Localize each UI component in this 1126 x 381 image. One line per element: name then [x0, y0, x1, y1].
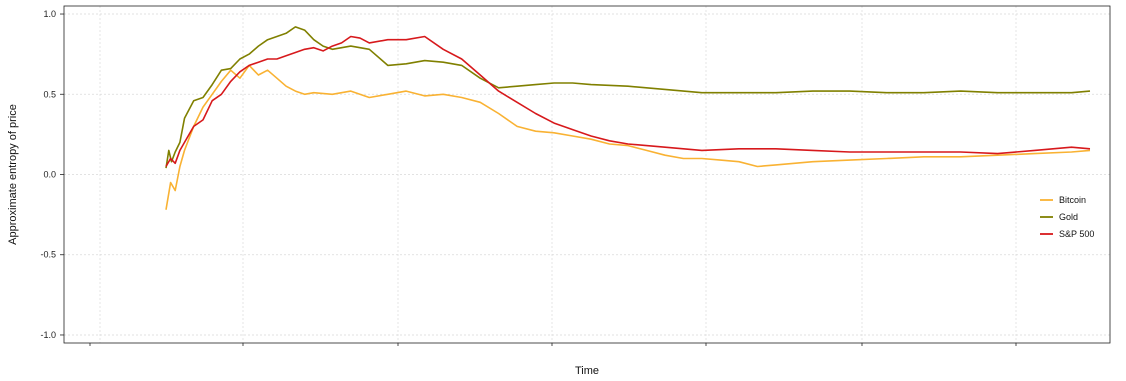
series-lines: [165, 26, 1091, 210]
y-tick-label: 1.0: [43, 9, 56, 19]
legend: Bitcoin Gold S&P 500: [1040, 195, 1094, 239]
y-tick-label: -0.5: [40, 250, 56, 260]
grid-lines: [64, 6, 1110, 343]
x-axis-ticks: [89, 343, 1017, 346]
y-axis-title: Approximate entropy of price: [7, 104, 19, 245]
y-tick-label: -1.0: [40, 330, 56, 340]
series-line-bitcoin: [165, 64, 1091, 210]
x-axis-title: Time: [575, 365, 599, 377]
legend-label: Gold: [1059, 212, 1078, 222]
series-line-s-p-500: [165, 35, 1091, 167]
y-tick-label: 0.0: [43, 170, 56, 180]
plot-frame: [63, 5, 1111, 344]
y-tick-label: 0.5: [43, 89, 56, 99]
legend-label: Bitcoin: [1059, 195, 1086, 205]
legend-label: S&P 500: [1059, 229, 1094, 239]
y-axis-ticks: 1.0 0.5 0.0 -0.5 -1.0: [40, 9, 64, 340]
series-line-gold: [165, 26, 1091, 169]
